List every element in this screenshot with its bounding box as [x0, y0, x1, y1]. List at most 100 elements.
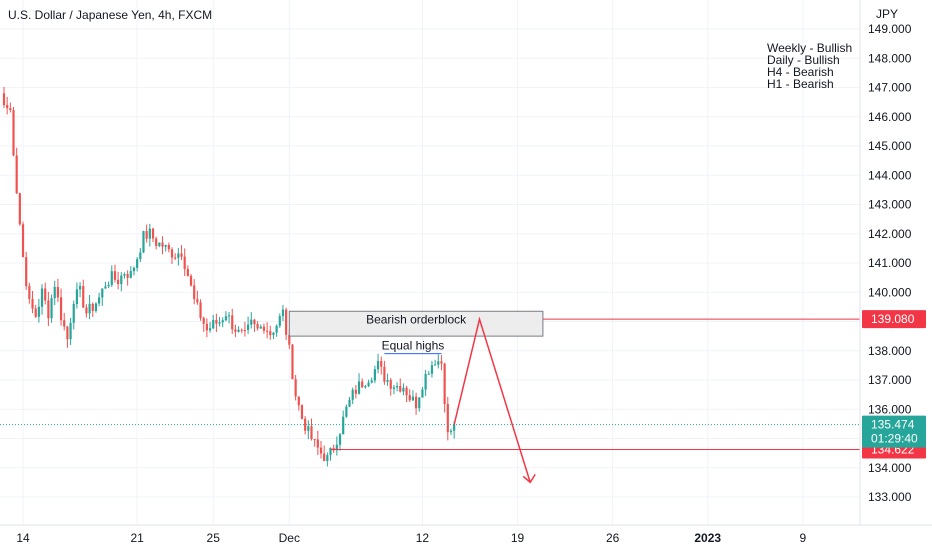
- note-h1: H1 - Bearish: [767, 77, 834, 91]
- candle: [40, 284, 44, 315]
- note-h4: H4 - Bearish: [767, 65, 834, 79]
- candle: [215, 313, 218, 333]
- candle: [69, 317, 72, 345]
- candle: [123, 272, 126, 279]
- candle: [155, 236, 158, 250]
- candle: [332, 444, 335, 453]
- candle: [59, 288, 63, 326]
- candle: [183, 248, 186, 276]
- candle: [246, 316, 250, 334]
- price-tick-label: 144.000: [868, 168, 912, 182]
- equal-highs-label: Equal highs: [382, 339, 445, 353]
- candle: [250, 312, 253, 329]
- candle: [148, 223, 151, 247]
- candle: [237, 326, 240, 333]
- candle: [56, 278, 59, 303]
- candle: [208, 321, 212, 333]
- time-tick-label: Dec: [279, 531, 300, 545]
- candle: [421, 387, 424, 398]
- price-tick-label: 133.000: [868, 490, 912, 504]
- candle: [221, 317, 224, 328]
- candle: [91, 302, 94, 317]
- projection-path[interactable]: [453, 316, 531, 483]
- candle: [94, 302, 98, 313]
- candle: [281, 305, 285, 322]
- candle: [47, 291, 50, 327]
- candle: [164, 244, 167, 252]
- candle: [174, 253, 177, 260]
- candle: [430, 360, 434, 378]
- candle: [243, 321, 247, 337]
- candle: [28, 282, 31, 304]
- candle: [117, 271, 120, 290]
- candle: [291, 343, 294, 380]
- candle: [37, 298, 40, 323]
- candle: [437, 354, 440, 369]
- candle: [34, 304, 37, 318]
- candle: [2, 86, 6, 109]
- time-tick-label: 25: [207, 531, 221, 545]
- candle: [307, 420, 310, 440]
- candle: [231, 308, 234, 334]
- time-axis[interactable]: 14 21 25 Dec 12 19 26 2023 9: [16, 531, 806, 545]
- time-tick-label: 2023: [694, 531, 721, 545]
- candle: [348, 396, 351, 408]
- candle: [170, 247, 174, 264]
- candle: [402, 383, 405, 396]
- candle: [113, 264, 117, 283]
- candle: [158, 242, 161, 248]
- candle: [399, 378, 402, 393]
- candle: [224, 311, 227, 322]
- candle: [196, 290, 199, 305]
- candle: [107, 281, 110, 288]
- candle: [44, 282, 47, 305]
- price-tick-label: 149.000: [868, 22, 912, 36]
- candle: [21, 221, 25, 258]
- time-tick-label: 26: [606, 531, 620, 545]
- bearish-orderblock-zone[interactable]: [288, 310, 544, 337]
- candle: [275, 324, 278, 337]
- candle: [434, 359, 437, 366]
- candle: [78, 282, 82, 298]
- candle: [411, 390, 415, 402]
- candle: [272, 332, 275, 340]
- candle: [354, 385, 357, 399]
- candle: [364, 384, 367, 389]
- candle: [319, 440, 323, 459]
- candle: [335, 436, 338, 456]
- candlestick-series: [2, 86, 456, 467]
- candle: [443, 362, 446, 413]
- note-weekly: Weekly - Bullish: [767, 41, 852, 55]
- candle: [120, 272, 123, 292]
- candle: [285, 307, 288, 340]
- candle: [167, 242, 170, 253]
- price-tick-label: 134.000: [868, 461, 912, 475]
- candle: [304, 416, 307, 435]
- candle: [326, 452, 329, 467]
- candle: [294, 374, 297, 401]
- candle: [392, 385, 396, 395]
- price-tick-label: 140.000: [868, 285, 912, 299]
- candle: [104, 281, 107, 289]
- price-axis[interactable]: 133.000134.000135.000136.000137.000138.0…: [868, 22, 912, 504]
- candle: [262, 323, 266, 334]
- time-tick-label: 9: [799, 531, 806, 545]
- candle: [202, 316, 205, 332]
- candle: [361, 378, 364, 389]
- candle: [405, 385, 408, 403]
- candle: [199, 299, 202, 321]
- candle: [126, 270, 129, 286]
- level-price-tag-bg: [862, 310, 926, 329]
- candle: [136, 256, 139, 272]
- candle: [63, 312, 66, 331]
- candle: [440, 355, 443, 371]
- candle: [31, 291, 34, 314]
- candle: [278, 313, 281, 328]
- level-price-tag: 139.080: [871, 312, 915, 326]
- candle: [139, 247, 142, 263]
- note-daily: Daily - Bullish: [767, 53, 840, 67]
- candle: [132, 266, 136, 276]
- price-tick-label: 136.000: [868, 402, 912, 416]
